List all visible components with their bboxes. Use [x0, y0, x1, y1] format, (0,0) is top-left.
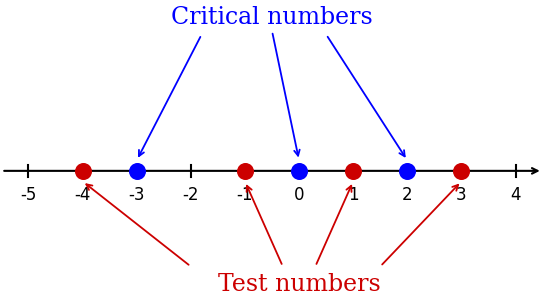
- Text: 2: 2: [402, 186, 412, 204]
- Point: [240, 168, 249, 173]
- Text: -4: -4: [75, 186, 91, 204]
- Text: -2: -2: [183, 186, 199, 204]
- Point: [349, 168, 357, 173]
- Text: 4: 4: [510, 186, 521, 204]
- Point: [457, 168, 466, 173]
- Text: 0: 0: [294, 186, 304, 204]
- Text: -1: -1: [237, 186, 253, 204]
- Point: [78, 168, 87, 173]
- Point: [295, 168, 304, 173]
- Text: Critical numbers: Critical numbers: [171, 5, 373, 28]
- Text: Test numbers: Test numbers: [218, 274, 380, 297]
- Text: 1: 1: [348, 186, 358, 204]
- Text: -3: -3: [128, 186, 145, 204]
- Text: -5: -5: [20, 186, 36, 204]
- Text: 3: 3: [456, 186, 467, 204]
- Point: [132, 168, 141, 173]
- Point: [403, 168, 412, 173]
